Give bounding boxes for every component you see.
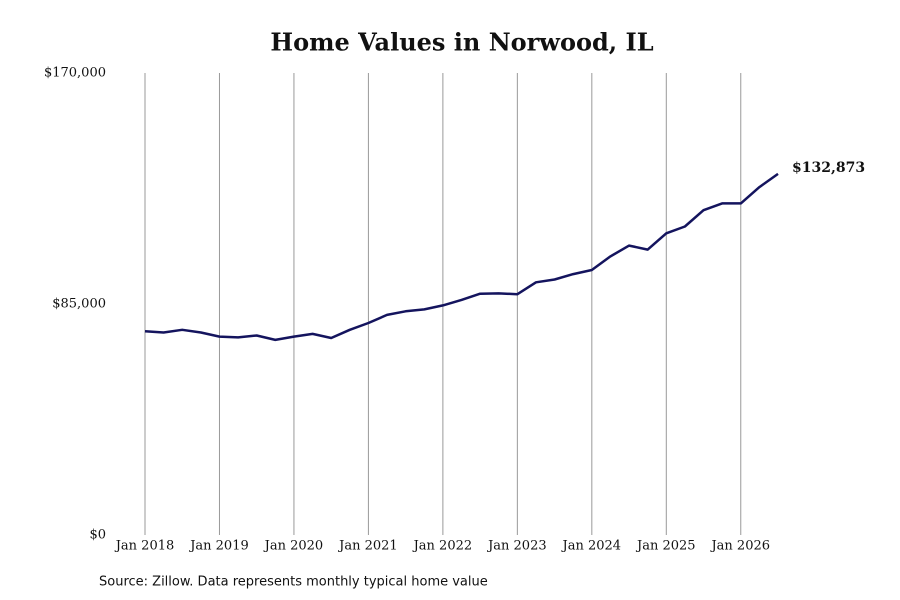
y-tick-label: $170,000: [44, 66, 106, 81]
y-tick-label: $85,000: [52, 297, 106, 312]
x-tick-label: Jan 2024: [561, 539, 622, 554]
x-tick-label: Jan 2026: [709, 539, 770, 554]
series-line: [144, 172, 779, 342]
x-tick-label: Jan 2021: [337, 539, 398, 554]
chart-title: Home Values in Norwood, IL: [270, 28, 653, 57]
x-tick-label: Jan 2022: [412, 539, 473, 554]
source-note: Source: Zillow. Data represents monthly …: [99, 575, 488, 590]
x-tick-label: Jan 2020: [263, 539, 324, 554]
end-value-label: $132,873: [792, 160, 865, 176]
y-tick-label: $0: [89, 528, 106, 543]
x-tick-label: Jan 2019: [188, 539, 249, 554]
x-tick-label: Jan 2025: [635, 539, 696, 554]
x-tick-label: Jan 2018: [114, 539, 175, 554]
x-tick-label: Jan 2023: [486, 539, 547, 554]
